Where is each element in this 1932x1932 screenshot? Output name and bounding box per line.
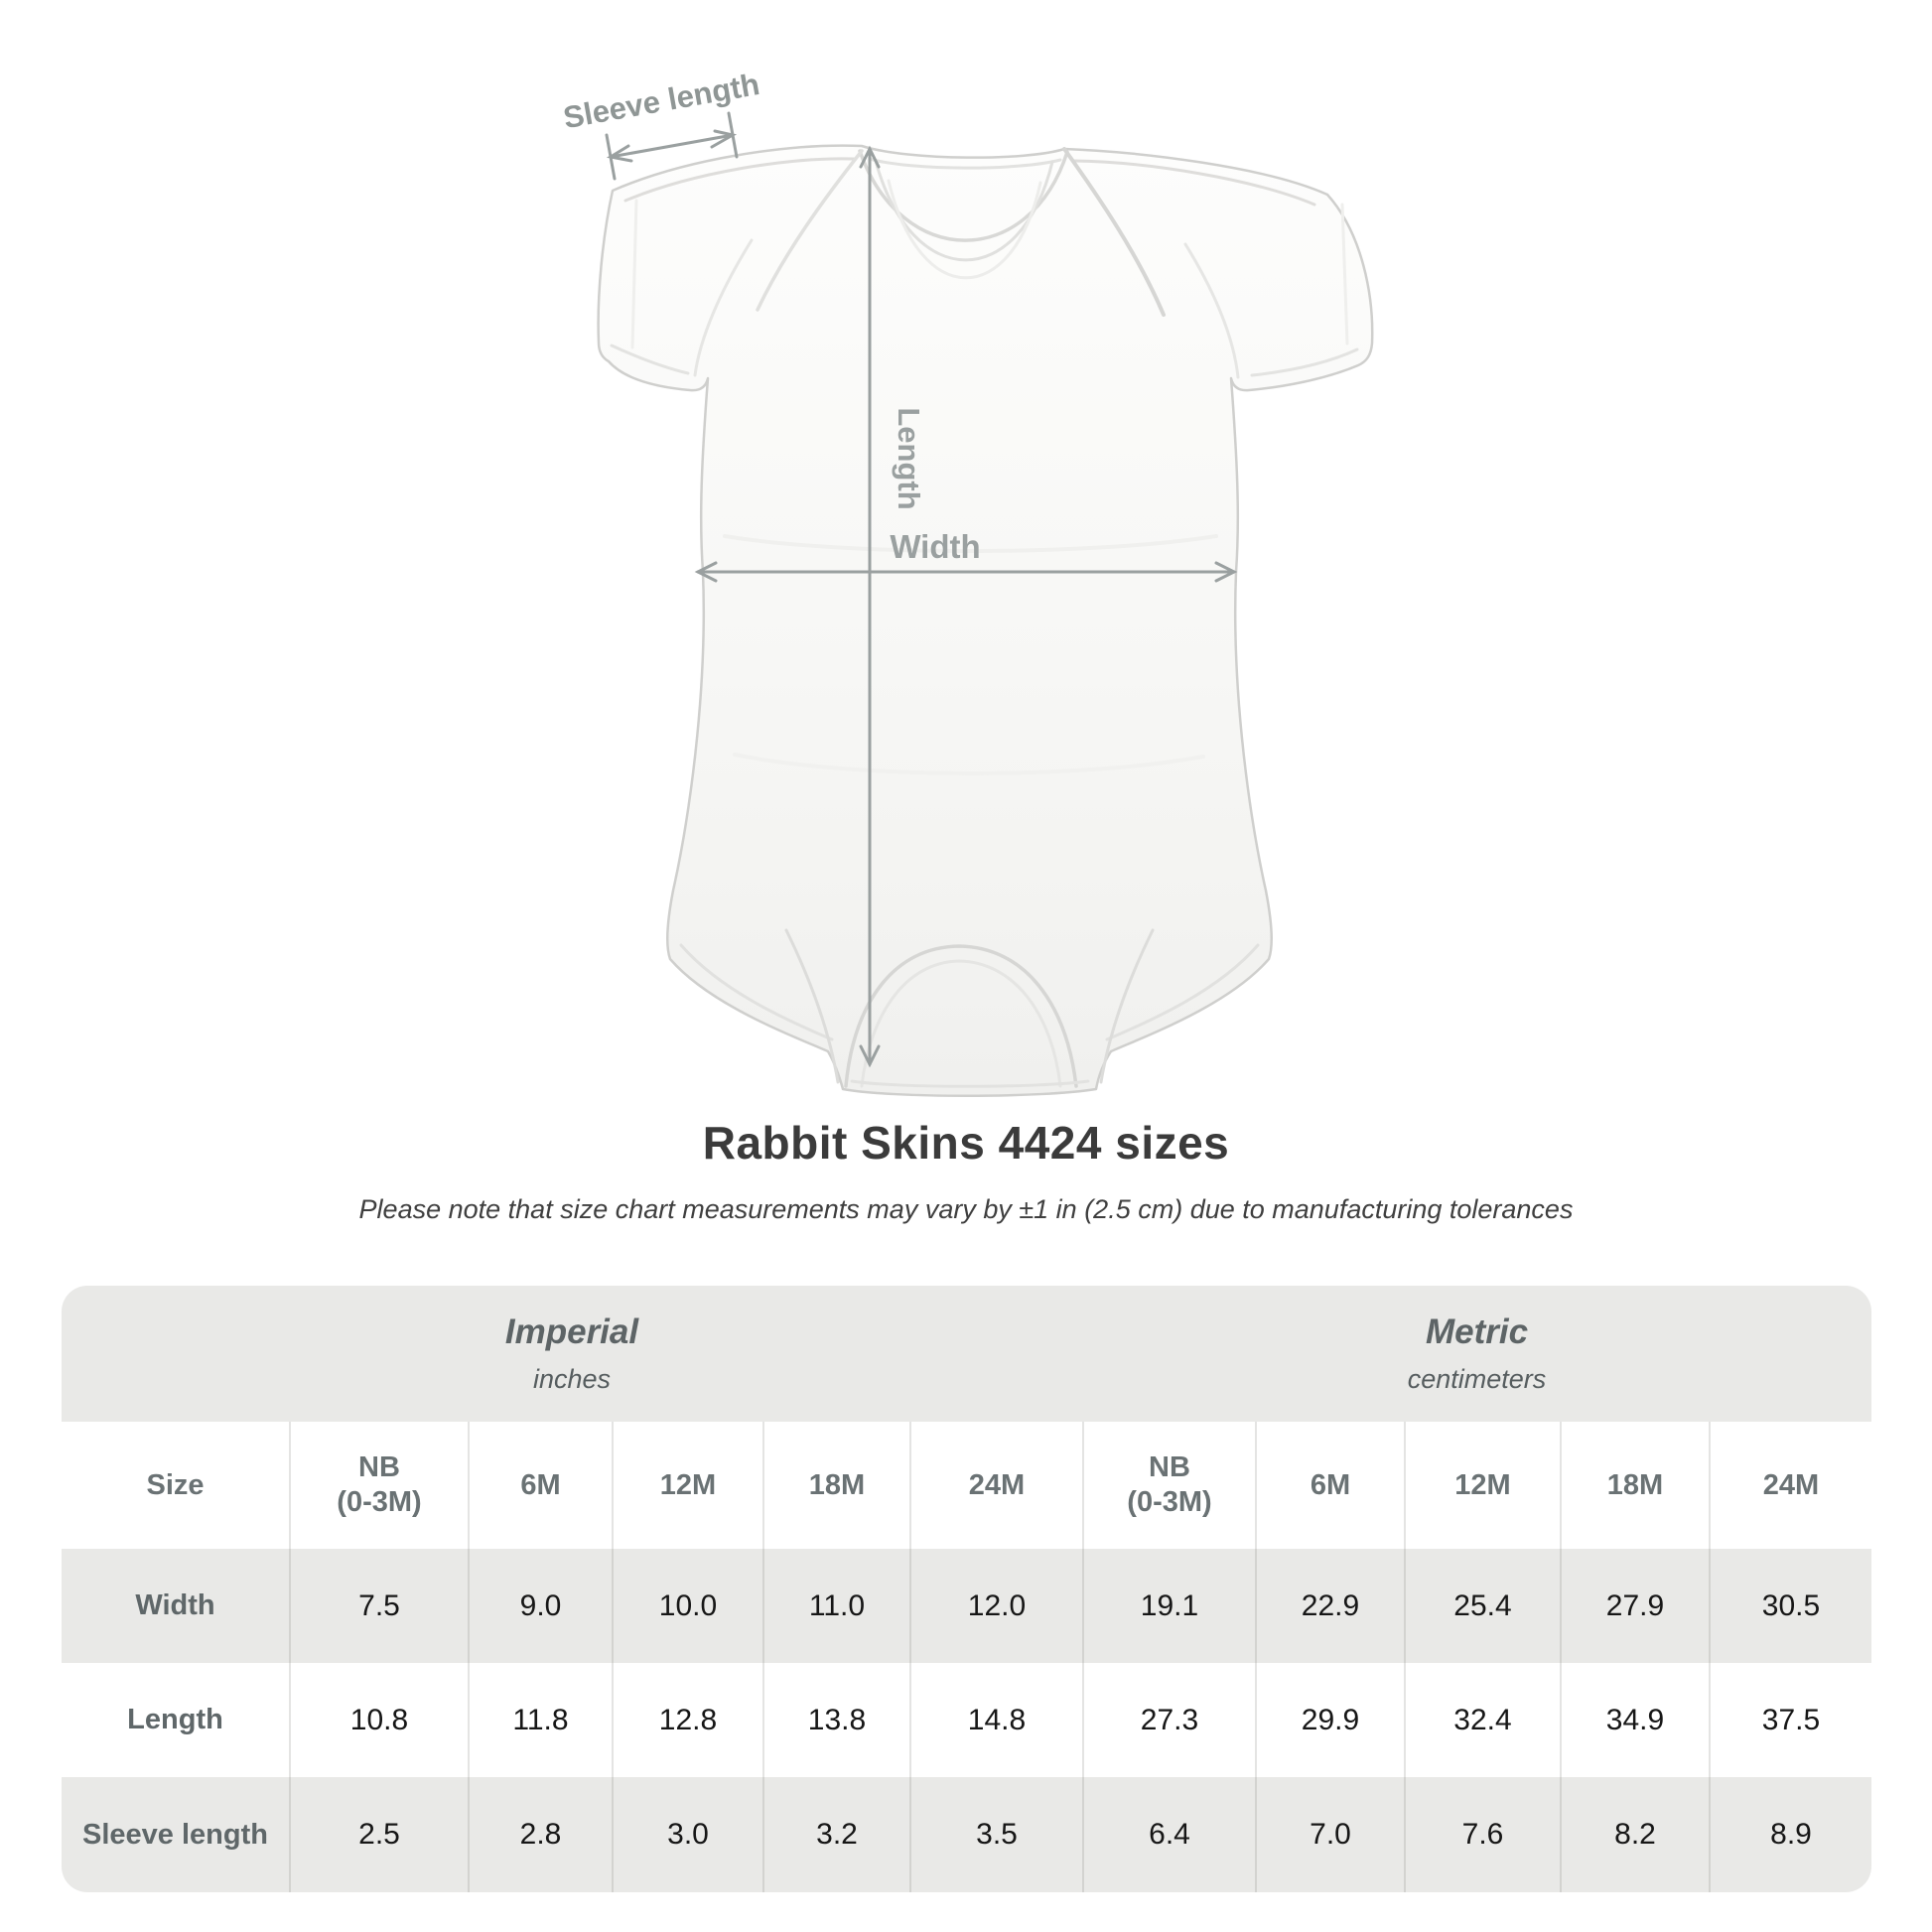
measurement-value: 7.5: [289, 1549, 468, 1663]
measurement-value: 3.2: [762, 1777, 909, 1892]
measurement-value: 14.8: [909, 1663, 1082, 1777]
size-column-header: 24M: [1709, 1422, 1871, 1549]
table-row-sleeve-length: Sleeve length 2.5 2.8 3.0 3.2 3.5 6.4 7.0 7.6 8.2…: [62, 1777, 1871, 1892]
imperial-sublabel: inches: [532, 1364, 612, 1394]
metric-label: Metric: [1425, 1312, 1529, 1351]
length-arrow: [859, 145, 881, 1068]
bodysuit-measurement-diagram: Sleeve length Length Width: [561, 67, 1374, 1097]
length-label: Length: [892, 407, 926, 509]
metric-unit-header: Metric centimeters: [1082, 1286, 1871, 1422]
measurement-value: 10.0: [612, 1549, 762, 1663]
measurement-value: 25.4: [1404, 1549, 1560, 1663]
size-column-header: NB (0-3M): [289, 1422, 468, 1549]
page-title: Rabbit Skins 4424 sizes: [702, 1117, 1230, 1169]
measurement-value: 12.0: [909, 1549, 1082, 1663]
measurement-value: 3.0: [612, 1777, 762, 1892]
measurement-value: 22.9: [1255, 1549, 1404, 1663]
measurement-value: 7.6: [1404, 1777, 1560, 1892]
size-column-header: Size: [146, 1468, 205, 1501]
table-row-width: Width 7.5 9.0 10.0 11.0 12.0 19.1 22.9 25.4 27.9 3…: [62, 1549, 1871, 1663]
size-column-header: 12M: [612, 1422, 762, 1549]
measurement-value: 3.5: [909, 1777, 1082, 1892]
measurement-value: 10.8: [289, 1663, 468, 1777]
measurement-value: 32.4: [1404, 1663, 1560, 1777]
measurement-value: 37.5: [1709, 1663, 1871, 1777]
measurement-value: 13.8: [762, 1663, 909, 1777]
measurement-annotations: [605, 111, 1238, 1068]
size-column-header: 24M: [909, 1422, 1082, 1549]
page-subtitle: Please note that size chart measurements…: [358, 1194, 1574, 1224]
size-column-header: NB (0-3M): [1082, 1422, 1255, 1549]
width-arrow: [694, 561, 1238, 583]
measurement-value: 2.8: [468, 1777, 612, 1892]
measurement-value: 6.4: [1082, 1777, 1255, 1892]
measurement-value: 34.9: [1560, 1663, 1709, 1777]
table-row-length: Length 10.8 11.8 12.8 13.8 14.8 27.3 29.9 32.4 34…: [62, 1663, 1871, 1777]
imperial-unit-header: Imperial inches: [62, 1286, 1082, 1422]
measurement-value: 11.0: [762, 1549, 909, 1663]
measurement-value: 30.5: [1709, 1549, 1871, 1663]
size-column-header: 12M: [1404, 1422, 1560, 1549]
width-label: Width: [890, 528, 980, 565]
row-label: Length: [127, 1704, 223, 1735]
size-table: Imperial inches Metric centimeters Size N…: [62, 1286, 1871, 1892]
size-column-header: 18M: [1560, 1422, 1709, 1549]
row-label: Width: [135, 1589, 215, 1621]
imperial-label: Imperial: [504, 1312, 639, 1351]
size-column-header: 6M: [1255, 1422, 1404, 1549]
measurement-value: 7.0: [1255, 1777, 1404, 1892]
measurement-value: 2.5: [289, 1777, 468, 1892]
bodysuit-outline: [597, 144, 1374, 1097]
measurement-value: 29.9: [1255, 1663, 1404, 1777]
size-column-header: 6M: [468, 1422, 612, 1549]
unit-header-row: Imperial inches Metric centimeters: [62, 1286, 1871, 1422]
measurement-value: 8.9: [1709, 1777, 1871, 1892]
seam-details: [610, 147, 1359, 1088]
size-column-header: 18M: [762, 1422, 909, 1549]
measurement-value: 8.2: [1560, 1777, 1709, 1892]
measurement-value: 9.0: [468, 1549, 612, 1663]
measurement-value: 12.8: [612, 1663, 762, 1777]
measurement-value: 27.9: [1560, 1549, 1709, 1663]
size-header-row: Size NB (0-3M) 6M 12M 18M 24M NB (0-3M) 6M 12M 18…: [62, 1422, 1871, 1549]
measurement-value: 19.1: [1082, 1549, 1255, 1663]
metric-sublabel: centimeters: [1407, 1364, 1547, 1394]
measurement-value: 11.8: [468, 1663, 612, 1777]
sleeve-length-arrow: [605, 111, 739, 181]
row-label: Sleeve length: [82, 1818, 268, 1851]
measurement-value: 27.3: [1082, 1663, 1255, 1777]
